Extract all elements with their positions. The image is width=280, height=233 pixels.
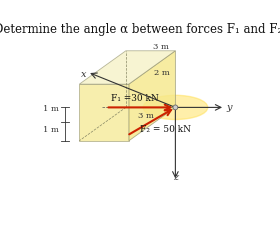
- Text: z: z: [173, 173, 178, 182]
- Text: F₁ =30 kN: F₁ =30 kN: [111, 94, 159, 103]
- Text: Determine the angle α between forces F₁ and F₂.: Determine the angle α between forces F₁ …: [0, 24, 280, 37]
- Text: F₂ = 50 kN: F₂ = 50 kN: [140, 125, 191, 134]
- Polygon shape: [79, 84, 129, 141]
- Polygon shape: [129, 51, 175, 141]
- Text: 1 m: 1 m: [43, 126, 59, 134]
- Text: 3 m: 3 m: [153, 43, 169, 51]
- Text: 3 m: 3 m: [138, 112, 154, 120]
- Ellipse shape: [143, 95, 208, 120]
- Text: x: x: [81, 69, 86, 79]
- Text: y: y: [226, 103, 232, 112]
- Circle shape: [173, 105, 178, 110]
- Text: 1 m: 1 m: [43, 105, 59, 113]
- Text: 2 m: 2 m: [154, 69, 170, 77]
- Polygon shape: [79, 51, 175, 84]
